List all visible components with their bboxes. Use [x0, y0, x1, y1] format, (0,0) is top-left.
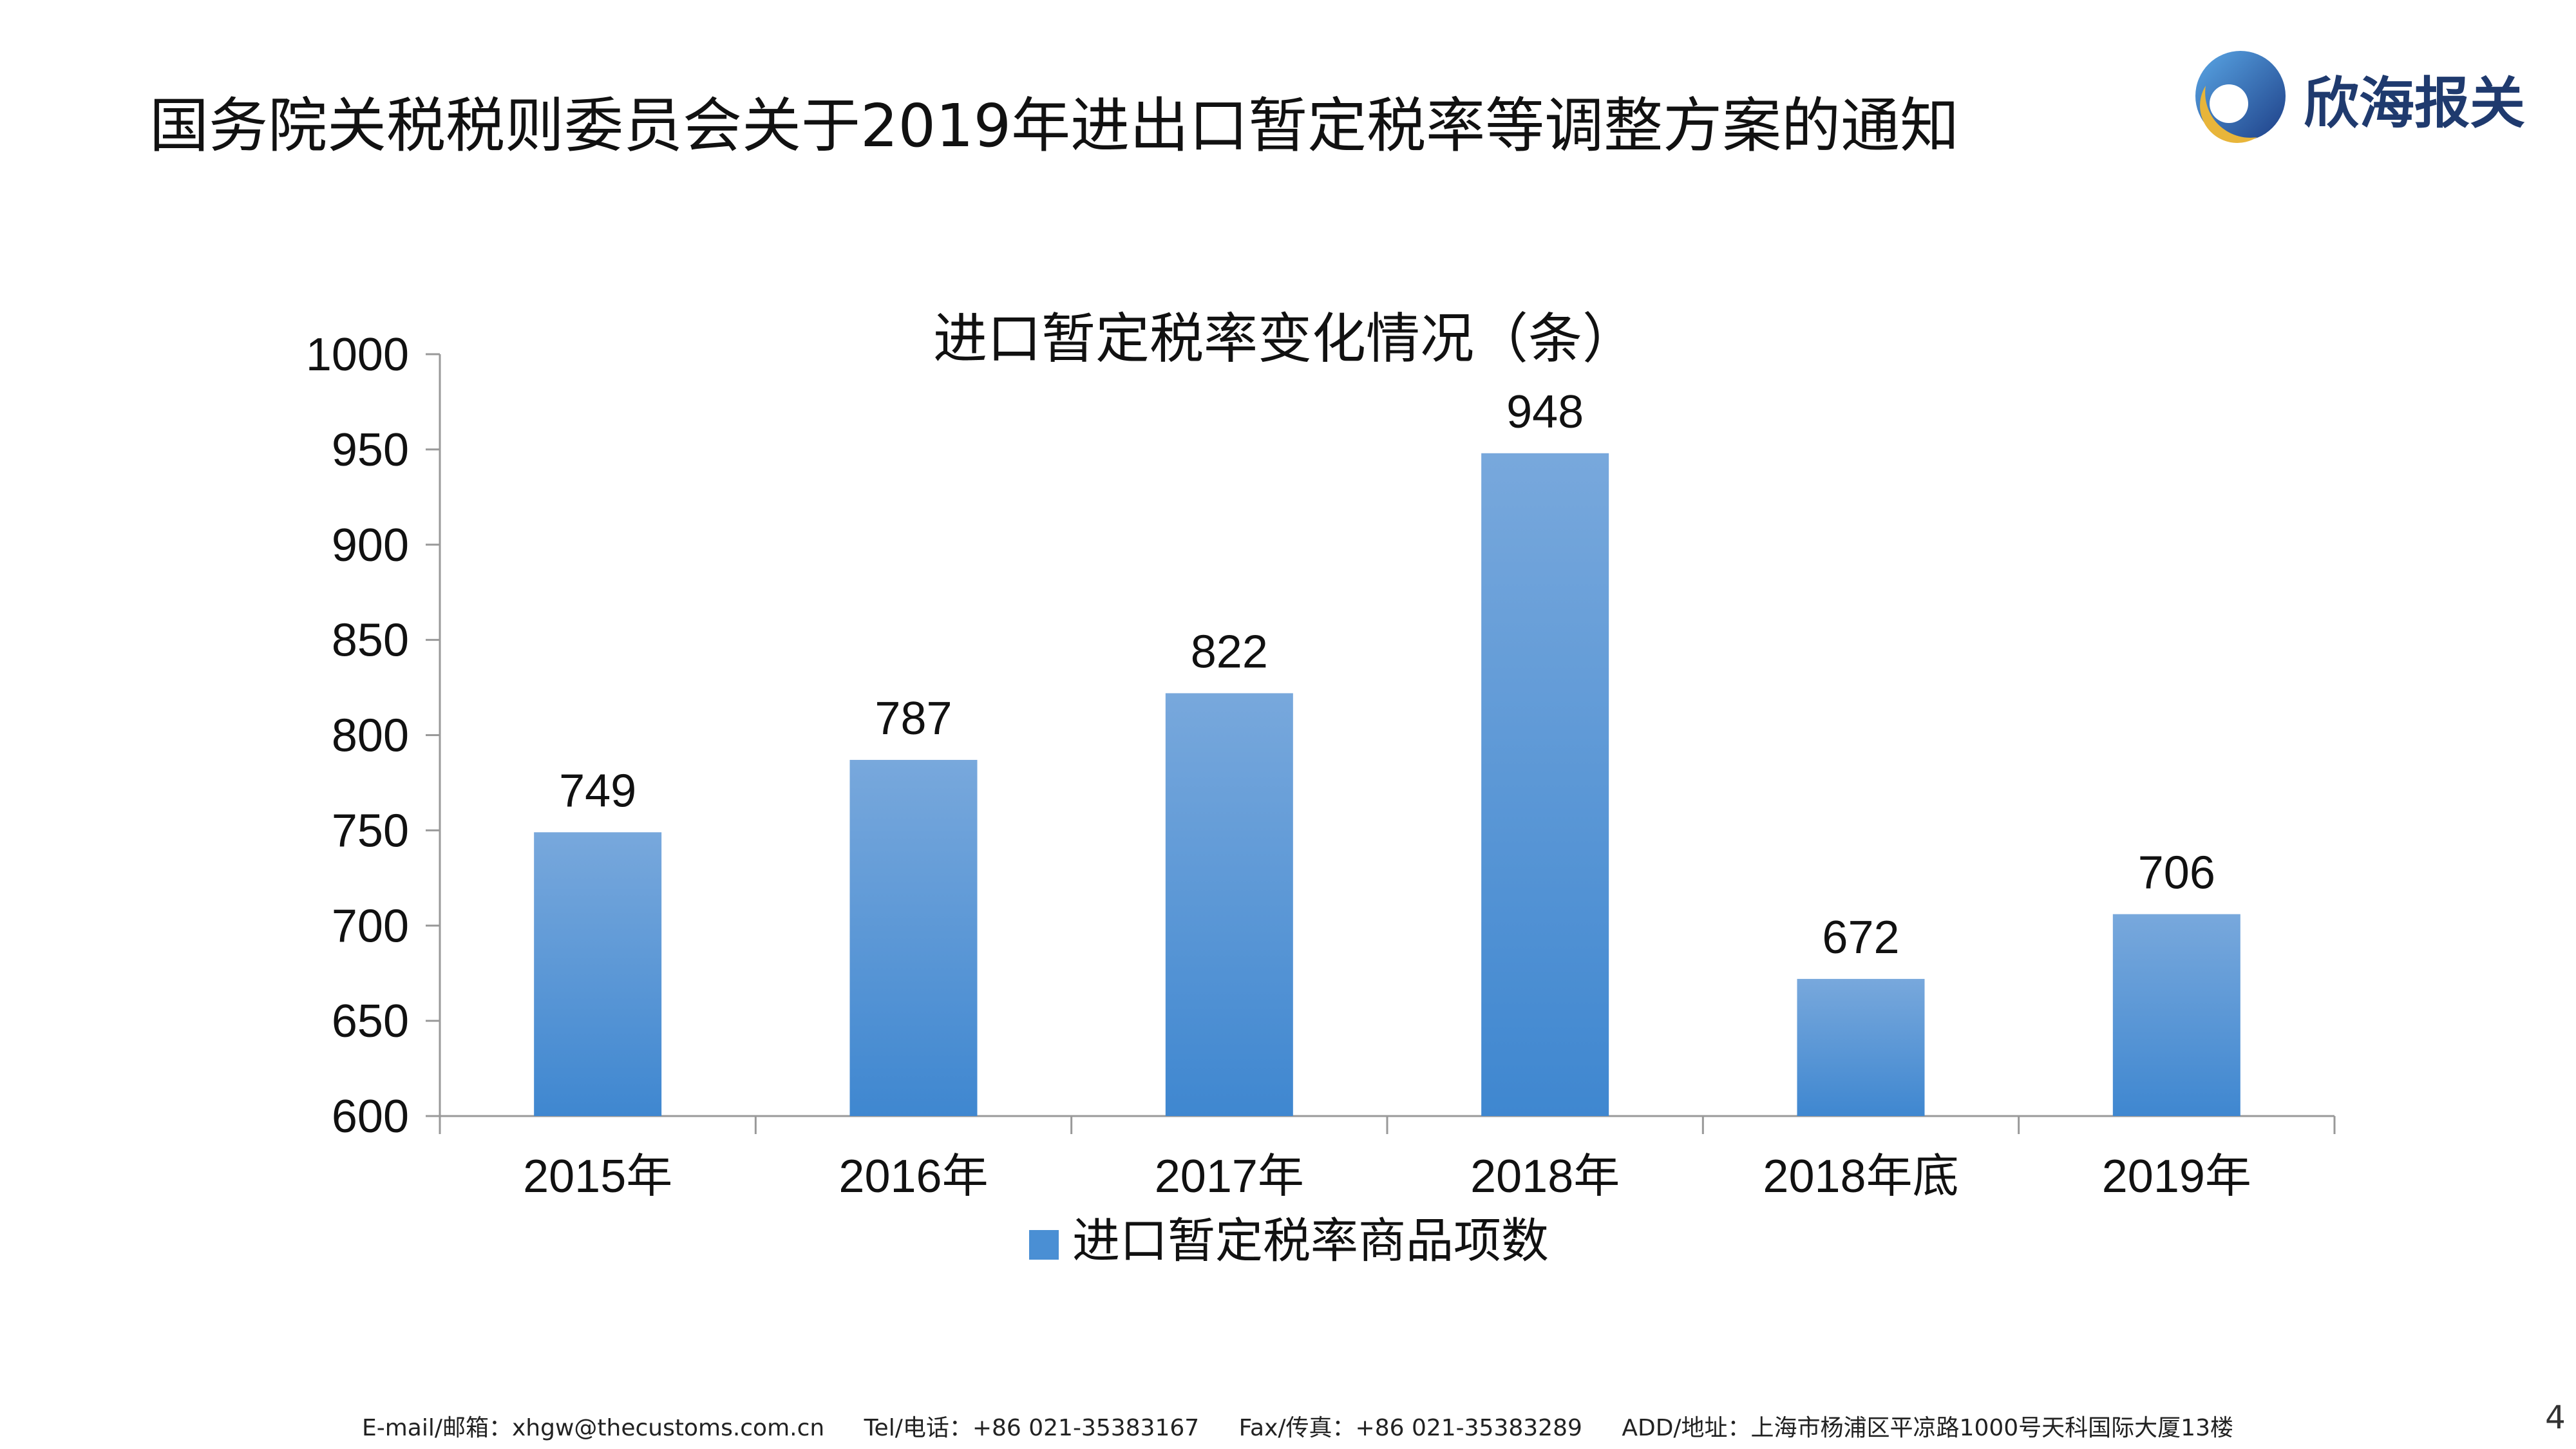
bar — [1165, 693, 1293, 1116]
y-tick-label: 1000 — [306, 329, 409, 381]
data-label: 948 — [1506, 386, 1584, 438]
bar — [534, 832, 662, 1116]
legend: 进口暂定税率商品项数 — [1029, 1213, 1549, 1269]
footer-address: ADD/地址：上海市杨浦区平凉路1000号天科国际大厦13楼 — [1622, 1415, 2233, 1441]
page-number: 4 — [2545, 1399, 2566, 1436]
data-label: 749 — [559, 765, 636, 817]
data-label: 672 — [1822, 912, 1899, 963]
x-category-label: 2015年 — [523, 1151, 672, 1202]
chart-title: 进口暂定税率变化情况（条） — [933, 307, 1636, 370]
bar — [2112, 914, 2240, 1116]
slide-title: 国务院关税税则委员会关于2019年进出口暂定税率等调整方案的通知 — [149, 91, 1960, 160]
y-tick-label: 900 — [332, 520, 409, 571]
company-logo: 欣海报关 — [2186, 45, 2525, 151]
data-label: 822 — [1191, 626, 1268, 677]
data-label: 706 — [2138, 848, 2215, 899]
footer-fax: Fax/传真：+86 021-35383289 — [1238, 1415, 1582, 1441]
y-tick-label: 950 — [332, 424, 409, 476]
y-tick-label: 700 — [332, 900, 409, 952]
y-tick-label: 600 — [332, 1091, 409, 1142]
legend-label: 进口暂定税率商品项数 — [1072, 1213, 1549, 1269]
y-tick-label: 800 — [332, 710, 409, 762]
footer-contact: E-mail/邮箱：xhgw@thecustoms.com.cn Tel/电话：… — [362, 1409, 2266, 1443]
bar — [849, 759, 978, 1116]
logo-text: 欣海报关 — [2304, 71, 2525, 136]
footer-email: E-mail/邮箱：xhgw@thecustoms.com.cn — [362, 1415, 825, 1441]
y-tick-label: 750 — [332, 805, 409, 857]
data-label: 787 — [875, 693, 952, 744]
x-category-label: 2018年底 — [1763, 1151, 1958, 1202]
plot-area: 600 650 700 750 800 850 900 950 1000 749 2015年 787 2… — [306, 329, 2336, 1202]
y-tick-label: 650 — [332, 996, 409, 1047]
x-category-label: 2017年 — [1155, 1151, 1304, 1202]
footer-tel: Tel/电话：+86 021-35383167 — [864, 1415, 1200, 1441]
x-category-label: 2018年 — [1470, 1151, 1620, 1202]
y-tick-label: 850 — [332, 615, 409, 667]
x-category-label: 2016年 — [838, 1151, 988, 1202]
bar — [1797, 979, 1925, 1116]
bar — [1481, 453, 1609, 1116]
x-category-label: 2019年 — [2102, 1151, 2251, 1202]
legend-swatch — [1029, 1230, 1059, 1260]
logo-mark-icon — [2195, 50, 2286, 143]
